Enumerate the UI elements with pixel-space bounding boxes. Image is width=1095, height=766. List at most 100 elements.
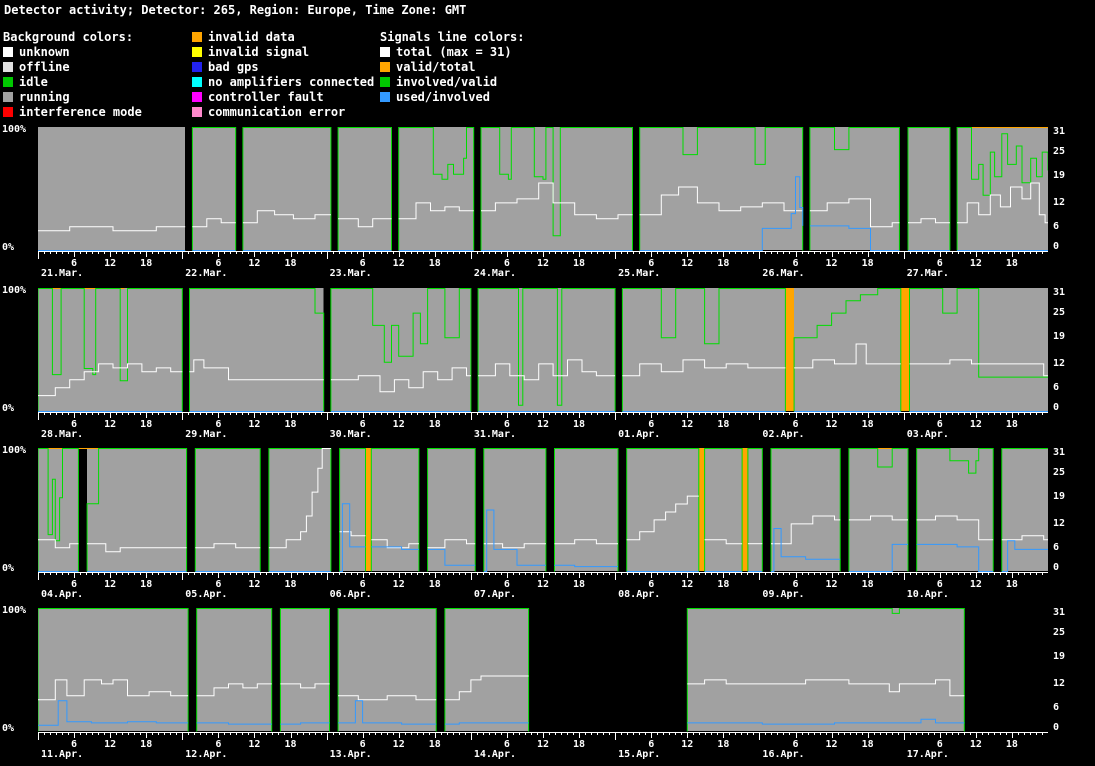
involved-valid-line [626, 448, 700, 572]
hour-labels: 6 12 18 6 12 18 6 12 18 6 12 18 6 12 18 6 12 18 6 12 18 [38, 739, 1048, 750]
hour-label: 12 [825, 579, 838, 590]
involved-valid-line [1001, 448, 1048, 572]
legend-item-label: total (max = 31) [396, 44, 512, 59]
total-line [848, 515, 908, 521]
legend-item: unknown [3, 44, 142, 59]
invalid-data-bg-segment [365, 448, 372, 571]
involved-valid-line [480, 127, 633, 251]
hour-label: 18 [573, 258, 586, 269]
page-title: Detector activity; Detector: 265, Region… [4, 3, 467, 17]
total-line [916, 515, 994, 541]
legend-item: bad gps [192, 59, 374, 74]
involved-valid-line [621, 288, 786, 412]
involved-valid-line [444, 608, 530, 732]
used-involved-line [427, 548, 476, 566]
hour-label: 12 [104, 258, 117, 269]
hour-label: 18 [717, 419, 730, 430]
legend-color-swatch [380, 46, 390, 57]
right-axis-tick-label: 25 [1053, 466, 1066, 478]
right-axis-tick-label: 25 [1053, 306, 1066, 318]
hour-label: 12 [681, 419, 694, 430]
hour-label: 6 [936, 419, 943, 430]
involved-valid-line [191, 127, 237, 251]
used-involved-line [339, 503, 366, 572]
running-bg-segment [687, 608, 965, 731]
right-axis-tick-label: 19 [1053, 650, 1066, 662]
running-bg-segment [189, 288, 324, 411]
used-involved-line [280, 722, 330, 725]
legend-item: offline [3, 59, 142, 74]
y-axis-bottom-label: 0% [2, 242, 15, 253]
right-axis-tick-label: 12 [1053, 678, 1066, 690]
total-line [371, 539, 419, 549]
total-line [427, 539, 476, 549]
right-axis-tick-label: 6 [1053, 702, 1060, 714]
right-axis-tick-label: 6 [1053, 382, 1060, 394]
running-bg-segment [957, 127, 1048, 250]
hour-label: 12 [681, 739, 694, 750]
legend-item: running [3, 89, 142, 104]
x-axis-ruler [38, 251, 1049, 259]
legend-column: Signals line colors: total (max = 31) vali… [380, 29, 525, 104]
involved-valid-line [242, 127, 332, 251]
used-involved-line [809, 225, 900, 251]
hour-label: 6 [71, 739, 78, 750]
total-line [38, 539, 79, 549]
total-line [38, 363, 183, 397]
involved-valid-line [194, 448, 261, 572]
involved-valid-line [477, 288, 616, 412]
running-bg-segment [639, 127, 803, 250]
hour-label: 6 [215, 739, 222, 750]
legend-header: Signals line colors: [380, 29, 525, 44]
total-line [339, 531, 366, 537]
running-bg-segment [478, 288, 616, 411]
involved-valid-line [339, 448, 366, 572]
hour-label: 12 [248, 258, 261, 269]
total-line [704, 539, 743, 545]
total-line [38, 226, 186, 232]
right-axis-tick-label: 31 [1053, 447, 1066, 458]
date-label: 17.Apr. [906, 749, 949, 760]
y-axis-bottom-label: 0% [2, 723, 15, 734]
involved-valid-line [398, 127, 475, 251]
hour-label: 18 [1005, 258, 1018, 269]
date-label: 21.Mar. [41, 268, 84, 279]
date-label: 01.Apr. [618, 429, 661, 440]
running-bg-segment [622, 288, 786, 411]
involved-valid-line [916, 448, 994, 572]
legend-item: invalid data [192, 29, 374, 44]
right-axis-tick-label: 6 [1053, 221, 1060, 233]
total-line [626, 495, 699, 541]
running-bg-segment [1001, 448, 1048, 571]
running-bg-segment [38, 288, 183, 411]
x-axis-ticks [38, 412, 1049, 420]
x-axis-ticks [38, 732, 1049, 740]
involved-valid-line [279, 608, 330, 732]
legend-color-swatch [3, 46, 13, 57]
running-bg-segment [339, 448, 366, 571]
used-involved-line [483, 509, 546, 572]
involved-valid-line [37, 288, 183, 412]
running-bg-segment [195, 448, 261, 571]
legend-item: no amplifiers connected [192, 74, 374, 89]
hour-label: 6 [359, 579, 366, 590]
chart-strip: 100% 0% 6 12 18 6 12 18 6 12 18 6 12 18 6 12 18 6 12 18 6 12 1… [0, 605, 1095, 766]
total-line [622, 359, 786, 377]
involved-valid-line [189, 288, 325, 412]
chart-strip: 100% 0% 6 12 18 6 12 18 6 12 18 6 12 18 6 12 18 6 12 18 6 12 1… [0, 445, 1095, 606]
total-line [38, 679, 189, 701]
date-label: 02.Apr. [762, 429, 805, 440]
date-label: 13.Apr. [329, 749, 372, 760]
y-axis-top-label: 100% [2, 285, 27, 296]
running-bg-segment [704, 448, 743, 571]
legend-item: idle [3, 74, 142, 89]
running-bg-segment [242, 127, 331, 250]
hour-label: 12 [969, 419, 982, 430]
hour-label: 18 [284, 258, 297, 269]
involved-valid-line [337, 127, 392, 251]
legend-item-label: unknown [19, 44, 70, 59]
date-labels: 11.Apr. 12.Apr. 13.Apr. 14.Apr. 15.Apr. 16.Ap… [38, 749, 1048, 761]
running-bg-segment [338, 127, 392, 250]
involved-valid-line [704, 448, 743, 572]
total-line [398, 202, 474, 220]
